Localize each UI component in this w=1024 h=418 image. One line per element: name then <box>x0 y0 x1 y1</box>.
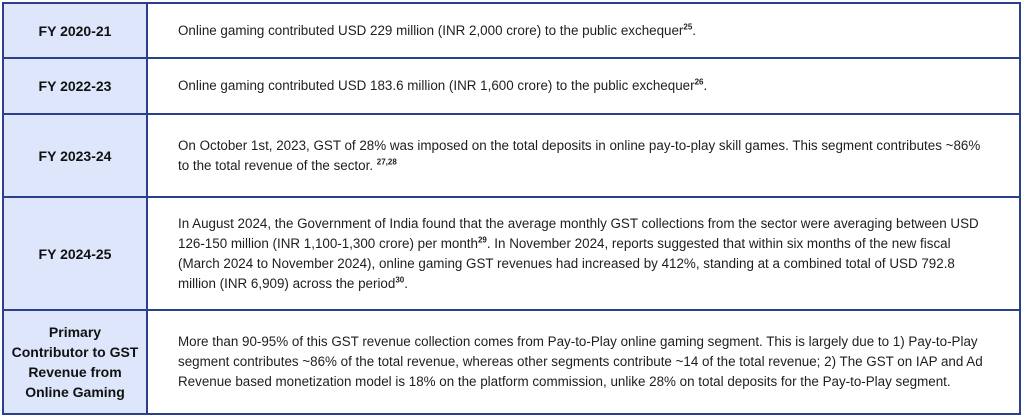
row-text: On October 1st, 2023, GST of 28% was imp… <box>178 137 981 173</box>
row-label-primary-contributor: Primary Contributor to GST Revenue from … <box>4 311 148 413</box>
row-content-fy-2023-24: On October 1st, 2023, GST of 28% was imp… <box>148 115 1019 198</box>
row-label-fy-2020-21: FY 2020-21 <box>4 4 148 59</box>
row-label-fy-2022-23: FY 2022-23 <box>4 59 148 115</box>
footnote-ref: 26 <box>694 77 704 87</box>
row-content-primary-contributor: More than 90-95% of this GST revenue col… <box>148 311 1019 413</box>
row-text: In August 2024, the Government of India … <box>178 215 979 291</box>
row-content-fy-2022-23: Online gaming contributed USD 183.6 mill… <box>148 59 1019 115</box>
row-text: Online gaming contributed USD 229 millio… <box>178 22 697 38</box>
row-text: Online gaming contributed USD 183.6 mill… <box>178 77 708 93</box>
row-content-fy-2020-21: Online gaming contributed USD 229 millio… <box>148 4 1019 59</box>
row-text: More than 90-95% of this GST revenue col… <box>178 334 983 389</box>
footnote-ref: 27,28 <box>376 157 397 167</box>
footnote-ref: 25 <box>683 22 693 32</box>
row-label-fy-2024-25: FY 2024-25 <box>4 198 148 311</box>
row-content-fy-2024-25: In August 2024, the Government of India … <box>148 198 1019 311</box>
footnote-ref: 29 <box>477 235 487 245</box>
row-label-fy-2023-24: FY 2023-24 <box>4 115 148 198</box>
footnote-ref: 30 <box>395 275 405 285</box>
